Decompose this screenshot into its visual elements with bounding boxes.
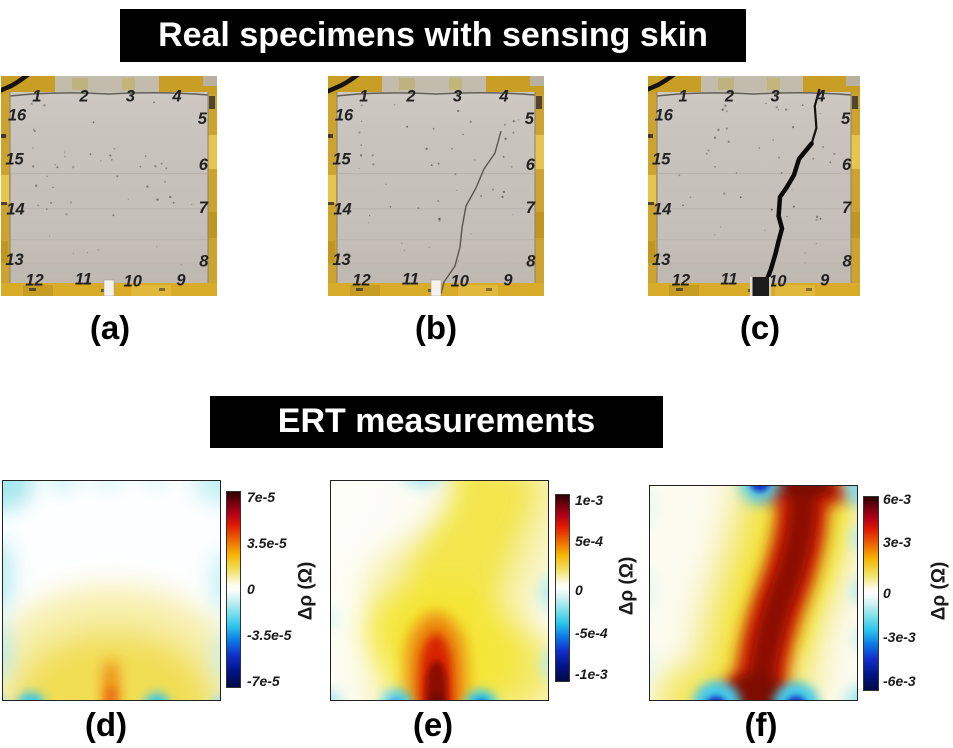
svg-text:2: 2 — [724, 88, 734, 106]
svg-text:3: 3 — [126, 88, 135, 106]
svg-text:1: 1 — [679, 88, 688, 106]
svg-text:11: 11 — [75, 271, 92, 289]
svg-text:16: 16 — [8, 107, 27, 125]
svg-text:2: 2 — [405, 88, 415, 106]
svg-text:9: 9 — [176, 272, 186, 290]
svg-text:3: 3 — [453, 88, 462, 106]
svg-text:13: 13 — [5, 251, 23, 269]
svg-text:4: 4 — [171, 88, 181, 106]
svg-text:8: 8 — [843, 253, 853, 271]
svg-text:12: 12 — [352, 272, 370, 290]
svg-text:8: 8 — [526, 253, 536, 271]
svg-text:1: 1 — [32, 88, 41, 106]
svg-text:7: 7 — [842, 199, 852, 217]
svg-text:16: 16 — [335, 107, 354, 125]
svg-text:10: 10 — [451, 273, 470, 291]
svg-text:7: 7 — [199, 199, 209, 217]
svg-text:11: 11 — [720, 271, 737, 289]
svg-text:14: 14 — [653, 201, 671, 219]
svg-text:14: 14 — [6, 201, 24, 219]
svg-text:2: 2 — [78, 88, 88, 106]
svg-text:15: 15 — [332, 151, 351, 169]
svg-text:15: 15 — [5, 151, 24, 169]
svg-text:8: 8 — [199, 253, 209, 271]
svg-text:14: 14 — [333, 201, 351, 219]
svg-text:9: 9 — [820, 272, 830, 290]
svg-text:10: 10 — [124, 273, 143, 291]
svg-text:4: 4 — [815, 88, 825, 106]
svg-text:15: 15 — [652, 151, 671, 169]
svg-text:9: 9 — [503, 272, 513, 290]
svg-text:12: 12 — [672, 272, 690, 290]
svg-text:5: 5 — [198, 110, 208, 128]
svg-text:7: 7 — [526, 199, 536, 217]
svg-text:6: 6 — [526, 156, 536, 174]
svg-text:6: 6 — [199, 156, 209, 174]
svg-text:10: 10 — [768, 273, 787, 291]
svg-text:16: 16 — [655, 107, 674, 125]
svg-text:13: 13 — [332, 251, 350, 269]
svg-text:6: 6 — [842, 156, 852, 174]
svg-text:12: 12 — [25, 272, 43, 290]
svg-text:3: 3 — [771, 88, 780, 106]
svg-text:5: 5 — [841, 110, 851, 128]
svg-text:4: 4 — [498, 88, 508, 106]
svg-text:1: 1 — [359, 88, 368, 106]
svg-text:13: 13 — [652, 251, 670, 269]
svg-text:11: 11 — [402, 271, 419, 289]
svg-text:5: 5 — [525, 110, 535, 128]
